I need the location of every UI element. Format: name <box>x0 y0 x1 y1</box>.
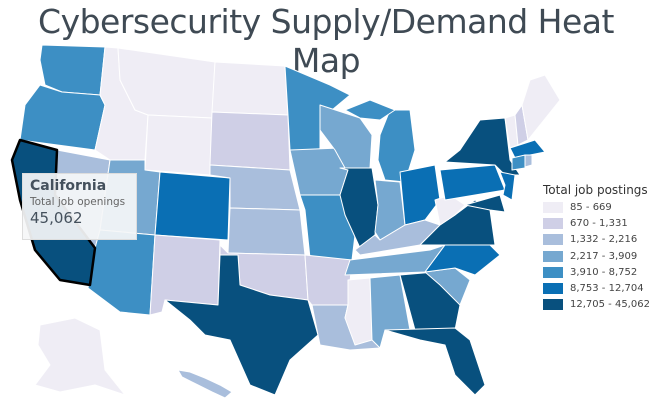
tooltip-value: 45,062 <box>30 209 83 227</box>
legend-title: Total job postings <box>543 183 648 197</box>
legend-swatch <box>543 217 563 229</box>
legend-label: 2,217 - 3,909 <box>570 250 638 262</box>
legend-item: 8,753 - 12,704 <box>543 280 650 296</box>
legend-swatch <box>543 201 563 213</box>
state-ar[interactable] <box>304 254 353 306</box>
legend-item: 1,332 - 2,216 <box>543 232 650 248</box>
state-oh[interactable] <box>399 164 441 226</box>
tooltip-label: Total job openings <box>30 196 126 208</box>
legend-label: 670 - 1,331 <box>570 217 628 229</box>
legend-item: 670 - 1,331 <box>543 215 650 231</box>
state-tooltip: California Total job openings 45,062 <box>22 173 137 240</box>
state-ky[interactable] <box>354 219 441 256</box>
state-wa[interactable] <box>39 44 106 96</box>
legend-swatch <box>543 299 563 311</box>
state-ks[interactable] <box>227 207 306 256</box>
state-hi[interactable] <box>177 369 233 399</box>
legend-swatch <box>543 266 563 278</box>
map-legend: Total job postings 85 - 669 670 - 1,331 1,… <box>543 183 650 313</box>
state-fl[interactable] <box>384 327 486 396</box>
state-ct[interactable] <box>511 154 526 171</box>
state-az[interactable] <box>87 229 156 316</box>
state-ri[interactable] <box>524 154 533 168</box>
legend-item: 12,705 - 45,062 <box>543 297 650 313</box>
legend-item: 2,217 - 3,909 <box>543 248 650 264</box>
tooltip-state-name: California <box>30 178 107 194</box>
state-nj[interactable] <box>499 171 516 201</box>
state-me[interactable] <box>521 74 561 141</box>
legend-label: 8,753 - 12,704 <box>570 283 644 295</box>
state-wy[interactable] <box>144 114 213 176</box>
state-md[interactable] <box>464 194 506 213</box>
page-title: Cybersecurity Supply/Demand Heat Map <box>38 2 614 80</box>
legend-label: 1,332 - 2,216 <box>570 234 638 246</box>
legend-swatch <box>543 283 563 295</box>
legend-item: 3,910 - 8,752 <box>543 264 650 280</box>
state-nd[interactable] <box>211 61 289 116</box>
state-or[interactable] <box>19 84 106 151</box>
state-wv[interactable] <box>434 194 466 226</box>
legend-label: 12,705 - 45,062 <box>570 299 650 311</box>
state-tx[interactable] <box>164 254 319 396</box>
legend-swatch <box>543 234 563 246</box>
legend-label: 3,910 - 8,752 <box>570 266 638 278</box>
state-ak[interactable] <box>34 317 126 396</box>
state-sd[interactable] <box>209 111 291 171</box>
state-mn[interactable] <box>284 65 351 151</box>
state-co[interactable] <box>154 171 231 241</box>
state-ma[interactable] <box>509 139 546 159</box>
state-pa[interactable] <box>439 164 506 201</box>
legend-label: 85 - 669 <box>570 201 612 213</box>
legend-item: 85 - 669 <box>543 199 650 215</box>
state-ny[interactable] <box>444 117 521 176</box>
legend-swatch <box>543 250 563 262</box>
state-mi2[interactable] <box>344 99 396 121</box>
